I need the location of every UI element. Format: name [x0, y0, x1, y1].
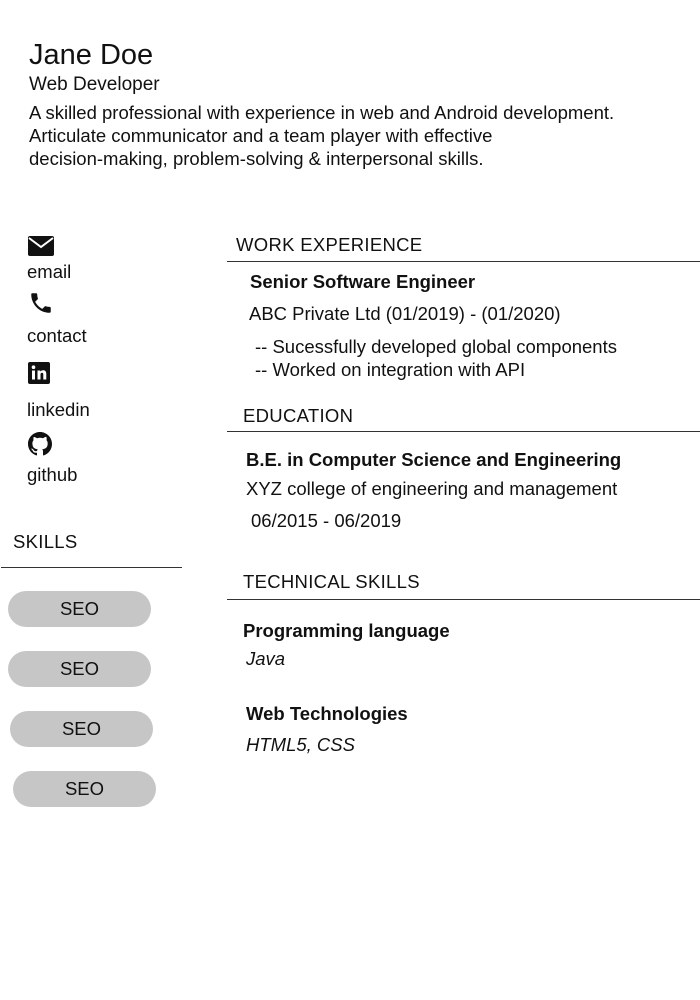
- contact-email-label[interactable]: email: [27, 261, 72, 282]
- skill-pill: SEO: [8, 651, 151, 687]
- work-experience-heading: WORK EXPERIENCE: [236, 234, 423, 255]
- skill-pill: SEO: [8, 591, 151, 627]
- tech-group-value: HTML5, CSS: [246, 734, 355, 755]
- education-divider: [227, 431, 700, 432]
- tech-group-value: Java: [246, 648, 286, 669]
- resume-summary: A skilled professional with experience i…: [29, 101, 689, 170]
- skills-divider: [1, 567, 182, 568]
- degree: B.E. in Computer Science and Engineering: [246, 449, 622, 470]
- skill-pill: SEO: [13, 771, 156, 807]
- phone-icon: [28, 290, 54, 314]
- contact-github-label[interactable]: github: [27, 464, 78, 485]
- contact-linkedin-label[interactable]: linkedin: [27, 399, 90, 420]
- envelope-icon: [28, 236, 54, 260]
- skills-heading: SKILLS: [13, 531, 78, 552]
- education-dates: 06/2015 - 06/2019: [251, 510, 402, 531]
- job-position: Senior Software Engineer: [250, 271, 476, 292]
- summary-line: A skilled professional with experience i…: [29, 102, 615, 123]
- technical-divider: [227, 599, 700, 600]
- tech-group-name: Web Technologies: [246, 703, 408, 724]
- summary-line: Articulate communicator and a team playe…: [29, 125, 493, 146]
- resume-name: Jane Doe: [29, 39, 154, 71]
- job-bullet: -- Worked on integration with API: [255, 359, 526, 380]
- summary-line: decision-making, problem-solving & inter…: [29, 148, 484, 169]
- resume-role: Web Developer: [29, 74, 160, 95]
- github-icon: [28, 432, 54, 456]
- job-bullet: -- Sucessfully developed global componen…: [255, 336, 617, 357]
- school: XYZ college of engineering and managemen…: [246, 478, 618, 499]
- technical-skills-heading: TECHNICAL SKILLS: [243, 571, 420, 592]
- work-divider: [227, 261, 700, 262]
- education-heading: EDUCATION: [243, 405, 354, 426]
- contact-phone-label[interactable]: contact: [27, 325, 87, 346]
- job-company: ABC Private Ltd (01/2019) - (01/2020): [249, 303, 561, 324]
- linkedin-icon: [28, 362, 54, 386]
- skill-pill: SEO: [10, 711, 153, 747]
- tech-group-name: Programming language: [243, 620, 450, 641]
